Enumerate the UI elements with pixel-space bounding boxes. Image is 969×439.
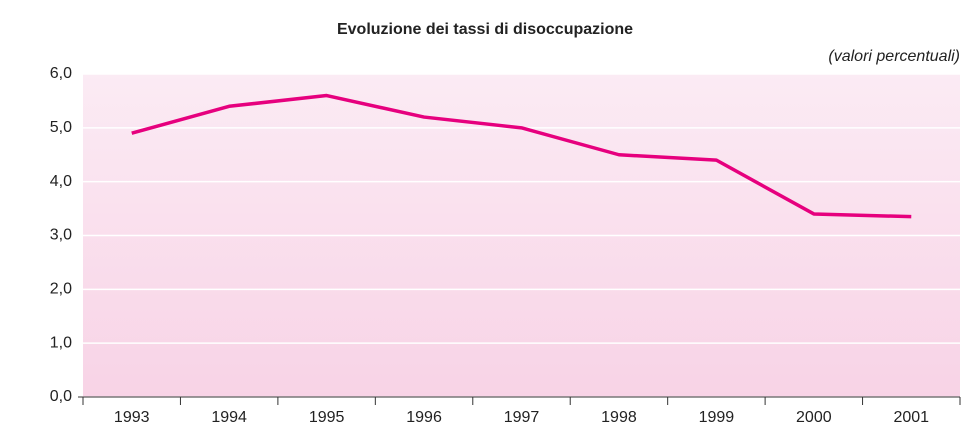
x-tick-label: 1993	[114, 409, 150, 426]
x-tick-label: 2001	[893, 409, 929, 426]
chart-subtitle: (valori percentuali)	[828, 48, 960, 65]
y-tick-label: 0,0	[50, 388, 72, 405]
x-tick-label: 1997	[504, 409, 540, 426]
y-tick-label: 3,0	[50, 227, 72, 244]
x-tick-label: 2000	[796, 409, 832, 426]
y-tick-label: 6,0	[50, 65, 72, 82]
x-tick-label: 1995	[309, 409, 345, 426]
x-tick-label: 1999	[699, 409, 735, 426]
chart-title: Evoluzione dei tassi di disoccupazione	[337, 21, 633, 38]
y-tick-label: 2,0	[50, 281, 72, 298]
y-tick-label: 5,0	[50, 119, 72, 136]
y-tick-label: 4,0	[50, 173, 72, 190]
data-line	[131, 93, 912, 219]
x-tick-label: 1998	[601, 409, 637, 426]
x-tick-label: 1994	[211, 409, 247, 426]
y-tick-label: 1,0	[50, 334, 72, 351]
x-tick-label: 1996	[406, 409, 442, 426]
